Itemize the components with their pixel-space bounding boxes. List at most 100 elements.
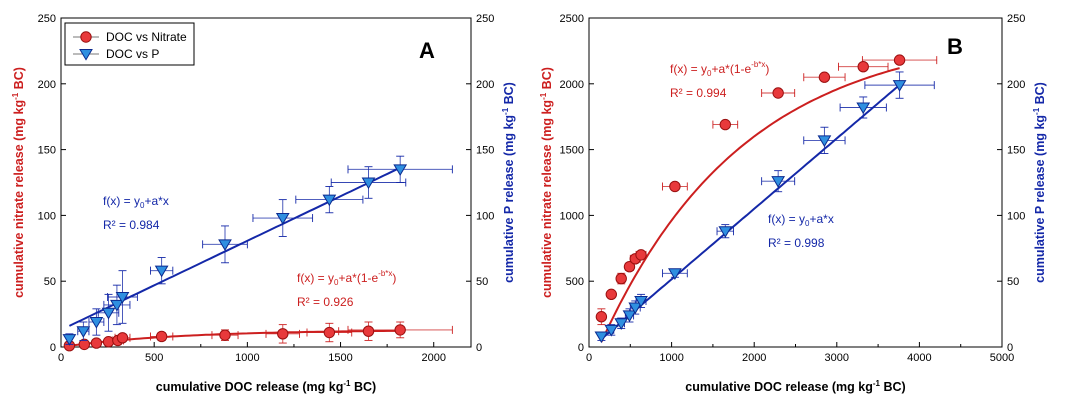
data-point-p: [322, 194, 337, 207]
y-left-tick-label: 1000: [560, 210, 584, 222]
data-point-p: [604, 324, 619, 337]
r-squared-nitrate: R² = 0.926: [297, 295, 354, 309]
y-right-tick-label: 250: [1007, 13, 1025, 25]
data-point-nitrate: [219, 329, 231, 341]
data-point-p: [101, 307, 116, 320]
y-right-tick-label: 50: [476, 276, 488, 288]
data-point-nitrate: [595, 311, 608, 323]
data-point-nitrate: [78, 338, 90, 351]
data-point-p: [892, 80, 907, 92]
fit-equation-nitrate: f(x) = y0+a*(1-e-b*x): [297, 269, 396, 287]
data-point-nitrate: [818, 71, 831, 83]
legend-marker-nitrate: [80, 31, 92, 43]
y-left-tick-label: 0: [578, 342, 584, 354]
fit-equation-p: f(x) = y0+a*x: [103, 194, 169, 210]
y-left-axis-label: cumulative nitrate release (mg kg-1 BC): [539, 67, 554, 298]
data-point-p: [393, 164, 408, 177]
x-axis-label: cumulative DOC release (mg kg-1 BC): [685, 379, 905, 394]
panel-label: B: [947, 34, 963, 59]
x-tick-label: 0: [586, 352, 592, 364]
data-point-p: [218, 239, 232, 252]
data-point-nitrate: [857, 60, 869, 73]
data-point-p: [154, 265, 169, 278]
y-right-tick-label: 250: [476, 13, 494, 25]
x-tick-label: 500: [145, 352, 163, 364]
data-point-p: [718, 226, 733, 238]
y-right-tick-label: 0: [1007, 342, 1013, 354]
y-left-tick-label: 200: [38, 79, 56, 91]
legend-marker-p: [79, 49, 93, 61]
y-right-tick-label: 100: [476, 210, 494, 222]
data-point-p: [110, 299, 124, 312]
data-point-p: [622, 310, 637, 323]
r-squared-p: R² = 0.984: [103, 218, 160, 232]
panel-label: A: [419, 38, 435, 63]
x-tick-label: 1000: [659, 352, 683, 364]
y-right-tick-label: 200: [476, 79, 494, 91]
data-point-nitrate: [90, 337, 103, 349]
data-point-nitrate: [669, 180, 681, 193]
data-point-nitrate: [116, 332, 129, 344]
data-point-p: [628, 302, 643, 315]
data-point-p: [115, 291, 130, 304]
data-point-nitrate: [893, 54, 906, 66]
y-left-axis-label: cumulative nitrate release (mg kg-1 BC): [11, 67, 26, 298]
y-left-tick-label: 250: [38, 13, 56, 25]
data-point-p: [275, 213, 290, 225]
y-right-tick-label: 100: [1007, 210, 1025, 222]
y-left-tick-label: 500: [566, 276, 584, 288]
data-point-nitrate: [323, 326, 336, 339]
data-point-nitrate: [277, 328, 289, 340]
y-right-axis-label: cumulative P release (mg kg-1 BC): [1032, 82, 1047, 283]
data-point-nitrate: [362, 325, 375, 337]
legend: DOC vs Nitrate DOC vs P: [64, 22, 195, 66]
r-squared-p: R² = 0.998: [768, 236, 825, 250]
x-tick-label: 4000: [907, 352, 931, 364]
data-point-p: [76, 326, 91, 338]
x-tick-label: 5000: [990, 352, 1014, 364]
data-point-p: [817, 135, 832, 148]
fit-equation-p: f(x) = y0+a*x: [768, 212, 834, 228]
y-left-tick-label: 150: [38, 145, 56, 157]
x-tick-label: 1500: [328, 352, 352, 364]
data-point-p: [361, 177, 376, 190]
data-point-nitrate: [719, 118, 731, 131]
data-point-nitrate: [155, 330, 168, 343]
x-tick-label: 1000: [235, 352, 259, 364]
data-point-nitrate: [605, 288, 618, 301]
data-point-nitrate: [635, 249, 647, 261]
y-left-tick-label: 1500: [560, 145, 584, 157]
data-point-p: [856, 102, 871, 115]
data-point-nitrate: [623, 261, 636, 273]
y-left-tick-label: 100: [38, 210, 56, 222]
y-right-tick-label: 200: [1007, 79, 1025, 91]
data-point-p: [62, 334, 77, 346]
y-left-tick-label: 50: [44, 276, 56, 288]
x-tick-label: 2000: [421, 352, 445, 364]
x-tick-label: 2000: [742, 352, 766, 364]
data-point-p: [634, 295, 648, 308]
y-left-tick-label: 2000: [560, 79, 584, 91]
y-right-axis-label: cumulative P release (mg kg-1 BC): [501, 82, 516, 283]
chart-panel-a: 0 500 1000 1500 2000 0 50 100 150 200 250 0 50 100 150…: [11, 13, 516, 394]
y-right-tick-label: 0: [476, 342, 482, 354]
data-point-nitrate: [394, 324, 406, 336]
y-left-tick-label: 2500: [560, 13, 584, 25]
x-tick-label: 0: [58, 352, 64, 364]
data-point-p: [594, 331, 609, 344]
y-left-tick-label: 0: [50, 342, 56, 354]
chart-panel-b: 0 1000 2000 3000 4000 50000500100015002000250…: [539, 13, 1047, 394]
data-point-nitrate: [772, 87, 784, 99]
plot-frame: [60, 17, 472, 348]
x-axis-label: cumulative DOC release (mg kg-1 BC): [156, 379, 376, 394]
y-right-tick-label: 150: [476, 145, 494, 157]
legend-label-nitrate: DOC vs Nitrate: [106, 30, 187, 44]
data-point-p: [771, 176, 786, 188]
fit-line-nitrate: [600, 67, 900, 343]
y-right-tick-label: 150: [1007, 145, 1025, 157]
data-point-nitrate: [615, 272, 627, 285]
fit-line-p: [600, 84, 901, 340]
fit-equation-nitrate: f(x) = y0+a*(1-e-b*x): [670, 60, 769, 78]
data-point-nitrate: [102, 336, 115, 348]
